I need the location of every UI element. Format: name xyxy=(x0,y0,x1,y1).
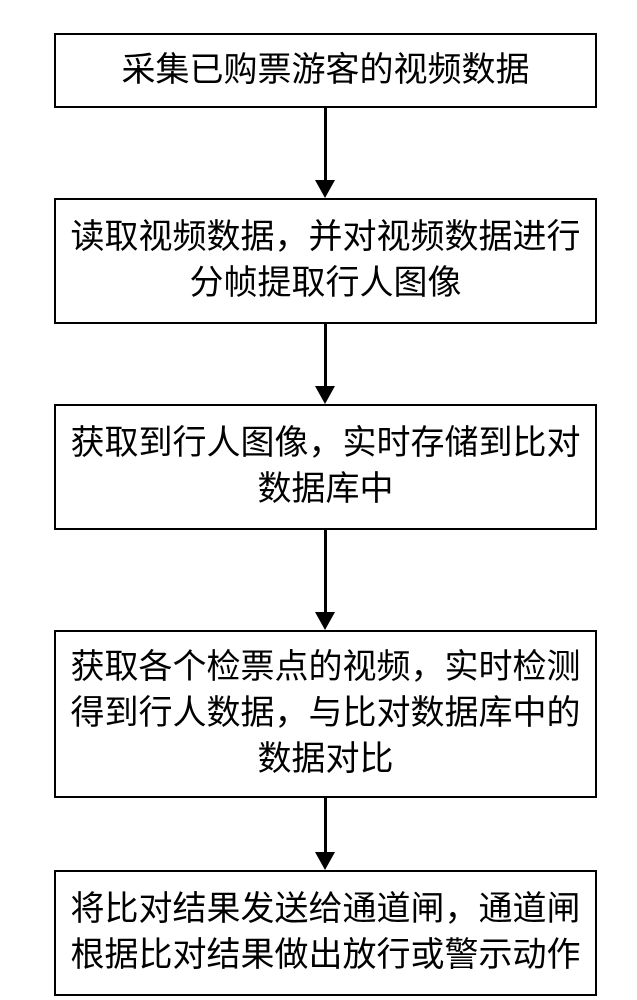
arrow-line-3 xyxy=(324,530,327,612)
arrow-head-4 xyxy=(315,852,335,870)
flowchart-node-n3: 获取到行人图像，实时存储到比对 数据库中 xyxy=(54,404,597,530)
node-text: 获取到行人图像，实时存储到比对 数据库中 xyxy=(71,421,581,513)
arrow-head-1 xyxy=(315,180,335,198)
arrow-line-4 xyxy=(324,798,327,852)
arrow-line-2 xyxy=(324,324,327,386)
node-text: 采集已购票游客的视频数据 xyxy=(122,48,530,94)
node-text: 获取各个检票点的视频，实时检测 得到行人数据，与比对数据库中的 数据对比 xyxy=(71,645,581,783)
flowchart-node-n4: 获取各个检票点的视频，实时检测 得到行人数据，与比对数据库中的 数据对比 xyxy=(54,630,597,798)
flowchart-node-n2: 读取视频数据，并对视频数据进行 分帧提取行人图像 xyxy=(54,198,597,324)
flowchart-container: 采集已购票游客的视频数据读取视频数据，并对视频数据进行 分帧提取行人图像获取到行… xyxy=(0,0,637,1000)
arrow-head-3 xyxy=(315,612,335,630)
flowchart-node-n5: 将比对结果发送给通道闸，通道闸 根据比对结果做出放行或警示动作 xyxy=(54,870,597,996)
node-text: 将比对结果发送给通道闸，通道闸 根据比对结果做出放行或警示动作 xyxy=(71,887,581,979)
arrow-head-2 xyxy=(315,386,335,404)
node-text: 读取视频数据，并对视频数据进行 分帧提取行人图像 xyxy=(71,215,581,307)
arrow-line-1 xyxy=(324,108,327,180)
flowchart-node-n1: 采集已购票游客的视频数据 xyxy=(54,33,597,108)
